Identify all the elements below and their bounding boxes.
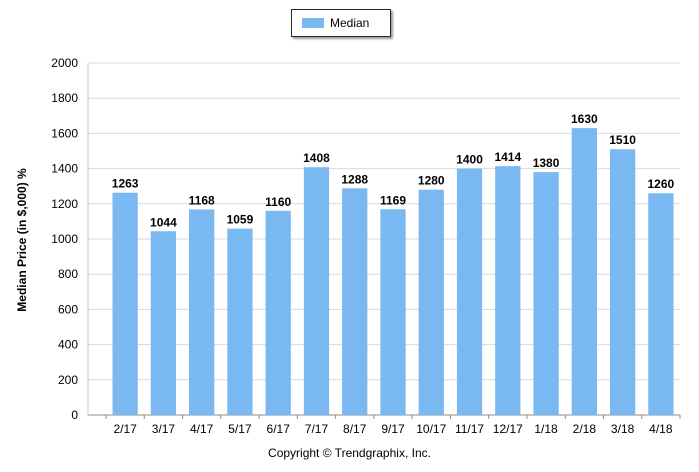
y-tick-label: 400 [58,338,78,352]
y-tick-label: 1200 [51,197,78,211]
bar [112,192,138,415]
x-tick-label: 6/17 [267,422,291,436]
x-tick-label: 10/17 [416,422,446,436]
x-tick-label: 2/18 [573,422,597,436]
data-label: 1263 [112,177,139,191]
x-tick-label: 3/18 [611,422,635,436]
bar [380,209,406,415]
y-tick-label: 0 [71,408,78,422]
bar [227,228,253,415]
bar [418,189,444,415]
y-axis-label: Median Price (in $,000) % [15,168,29,312]
y-tick-label: 1000 [51,232,78,246]
legend: Median [291,9,391,37]
bar [609,149,636,416]
legend-label: Median [330,16,370,30]
y-tick-label: 2000 [51,56,78,70]
bar [342,188,368,415]
data-label: 1280 [418,174,445,188]
data-label: 1510 [609,133,636,147]
data-label: 1160 [265,195,291,209]
bars [112,128,674,416]
x-tick-label: 4/17 [190,422,214,436]
x-tick-label: 12/17 [493,422,523,436]
bar [571,128,597,415]
bar [189,209,215,415]
y-tick-label: 600 [58,302,78,316]
y-tick-label: 1800 [51,91,78,105]
data-label: 1400 [456,153,483,167]
data-label: 1169 [380,193,406,207]
x-tick-label: 7/17 [305,422,329,436]
data-label: 1414 [494,150,521,164]
y-tick-label: 1600 [51,126,78,140]
data-label: 1630 [571,112,598,126]
legend-swatch [302,18,324,28]
y-tick-label: 200 [58,373,78,387]
copyright-text: Copyright © Trendgraphix, Inc. [268,446,431,460]
data-label: 1408 [303,151,330,165]
bar [533,172,559,415]
data-label: 1044 [150,215,177,229]
data-label: 1380 [533,156,560,170]
x-tick-label: 9/17 [381,422,405,436]
bar [150,231,177,415]
data-label: 1288 [341,172,368,186]
x-tick-label: 11/17 [455,422,484,436]
bar [456,168,483,415]
x-tick-label: 3/17 [152,422,176,436]
y-tick-label: 800 [58,267,78,281]
x-tick-label: 4/18 [649,422,673,436]
x-tick-label: 2/17 [113,422,137,436]
axes: 0 200 400 600 800 1000 1200 1400 1600 1800 2000 2/1… [51,56,681,436]
bar [303,167,330,415]
bar [265,210,291,415]
data-label: 1260 [648,177,675,191]
bar [495,166,521,415]
data-label: 1168 [189,193,215,207]
x-tick-label: 1/18 [534,422,558,436]
x-tick-label: 5/17 [228,422,252,436]
data-labels: 1263 1044 1168 1059 1160 1408 1288 1169 1280 1400… [112,112,675,229]
x-tick-label: 8/17 [343,422,367,436]
bar [648,193,674,415]
data-label: 1059 [227,213,254,227]
y-tick-label: 1400 [51,162,78,176]
